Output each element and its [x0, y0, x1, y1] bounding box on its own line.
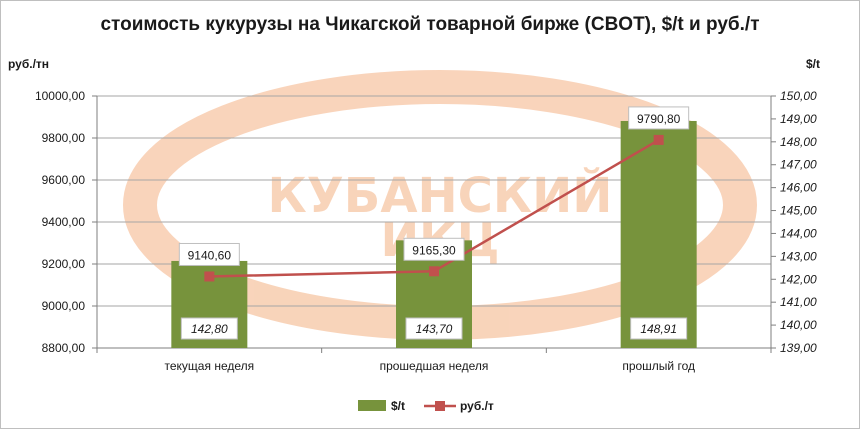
left-tick-label: 9000,00: [42, 299, 86, 313]
left-tick-label: 9200,00: [42, 257, 86, 271]
line-data-label: 9165,30: [412, 243, 456, 257]
bar-data-label: 142,80: [191, 322, 228, 336]
line-data-label: 9140,60: [188, 248, 232, 262]
right-tick-label: 143,00: [780, 249, 817, 263]
left-tick-label: 8800,00: [42, 341, 86, 355]
line-marker: [429, 266, 439, 277]
left-tick-label: 10000,00: [35, 89, 85, 103]
line-series: [204, 134, 664, 282]
category-label: текущая неделя: [165, 359, 255, 373]
right-tick-label: 145,00: [780, 204, 817, 218]
legend-swatch-bar: [358, 400, 386, 411]
right-tick-label: 144,00: [780, 226, 817, 240]
watermark-text-line1: КУБАНСКИЙ: [268, 167, 613, 224]
right-tick-label: 146,00: [780, 181, 817, 195]
right-tick-label: 140,00: [780, 318, 817, 332]
right-tick-label: 148,00: [780, 135, 817, 149]
right-tick-label: 147,00: [780, 158, 817, 172]
bar-data-label-box: [405, 317, 463, 340]
category-label: прошедшая неделя: [380, 359, 489, 373]
left-tick-label: 9600,00: [42, 173, 86, 187]
right-tick-label: 150,00: [780, 89, 817, 103]
bar: [620, 120, 697, 348]
line-data-label: 9790,80: [637, 112, 681, 126]
legend-swatch-marker: [435, 401, 445, 411]
axes: 8800,00 9000,00 9200,00 9400,00 9600,00 9800,…: [35, 89, 817, 373]
line-data-label-box: [628, 106, 690, 130]
left-tick-label: 9800,00: [42, 131, 86, 145]
right-tick-label: 141,00: [780, 295, 817, 309]
category-label: прошлый год: [622, 359, 695, 373]
data-labels: 142,80 143,70 148,91 9140,60 9165,30 9790,80: [178, 106, 690, 340]
legend: $/t руб./т: [358, 399, 494, 413]
line-marker: [204, 271, 215, 282]
legend-label-bar: $/t: [391, 399, 405, 413]
right-tick-label: 142,00: [780, 272, 817, 286]
bar-data-label-box: [180, 317, 238, 340]
right-axis-unit-label: $/t: [806, 57, 821, 71]
right-tick-label: 149,00: [780, 112, 817, 126]
line-marker: [653, 134, 664, 145]
left-axis-unit-label: руб./тн: [8, 57, 50, 71]
right-tick-label: 139,00: [780, 341, 817, 355]
line-data-label-box: [178, 242, 240, 266]
line-data-label-box: [403, 237, 465, 261]
left-tick-label: 9400,00: [42, 215, 86, 229]
bar-data-label: 148,91: [640, 322, 677, 336]
bar-data-label-box: [630, 317, 688, 340]
legend-label-line: руб./т: [460, 399, 494, 413]
bar-data-label: 143,70: [416, 322, 453, 336]
chart-title: стоимость кукурузы на Чикагской товарной…: [100, 14, 760, 35]
